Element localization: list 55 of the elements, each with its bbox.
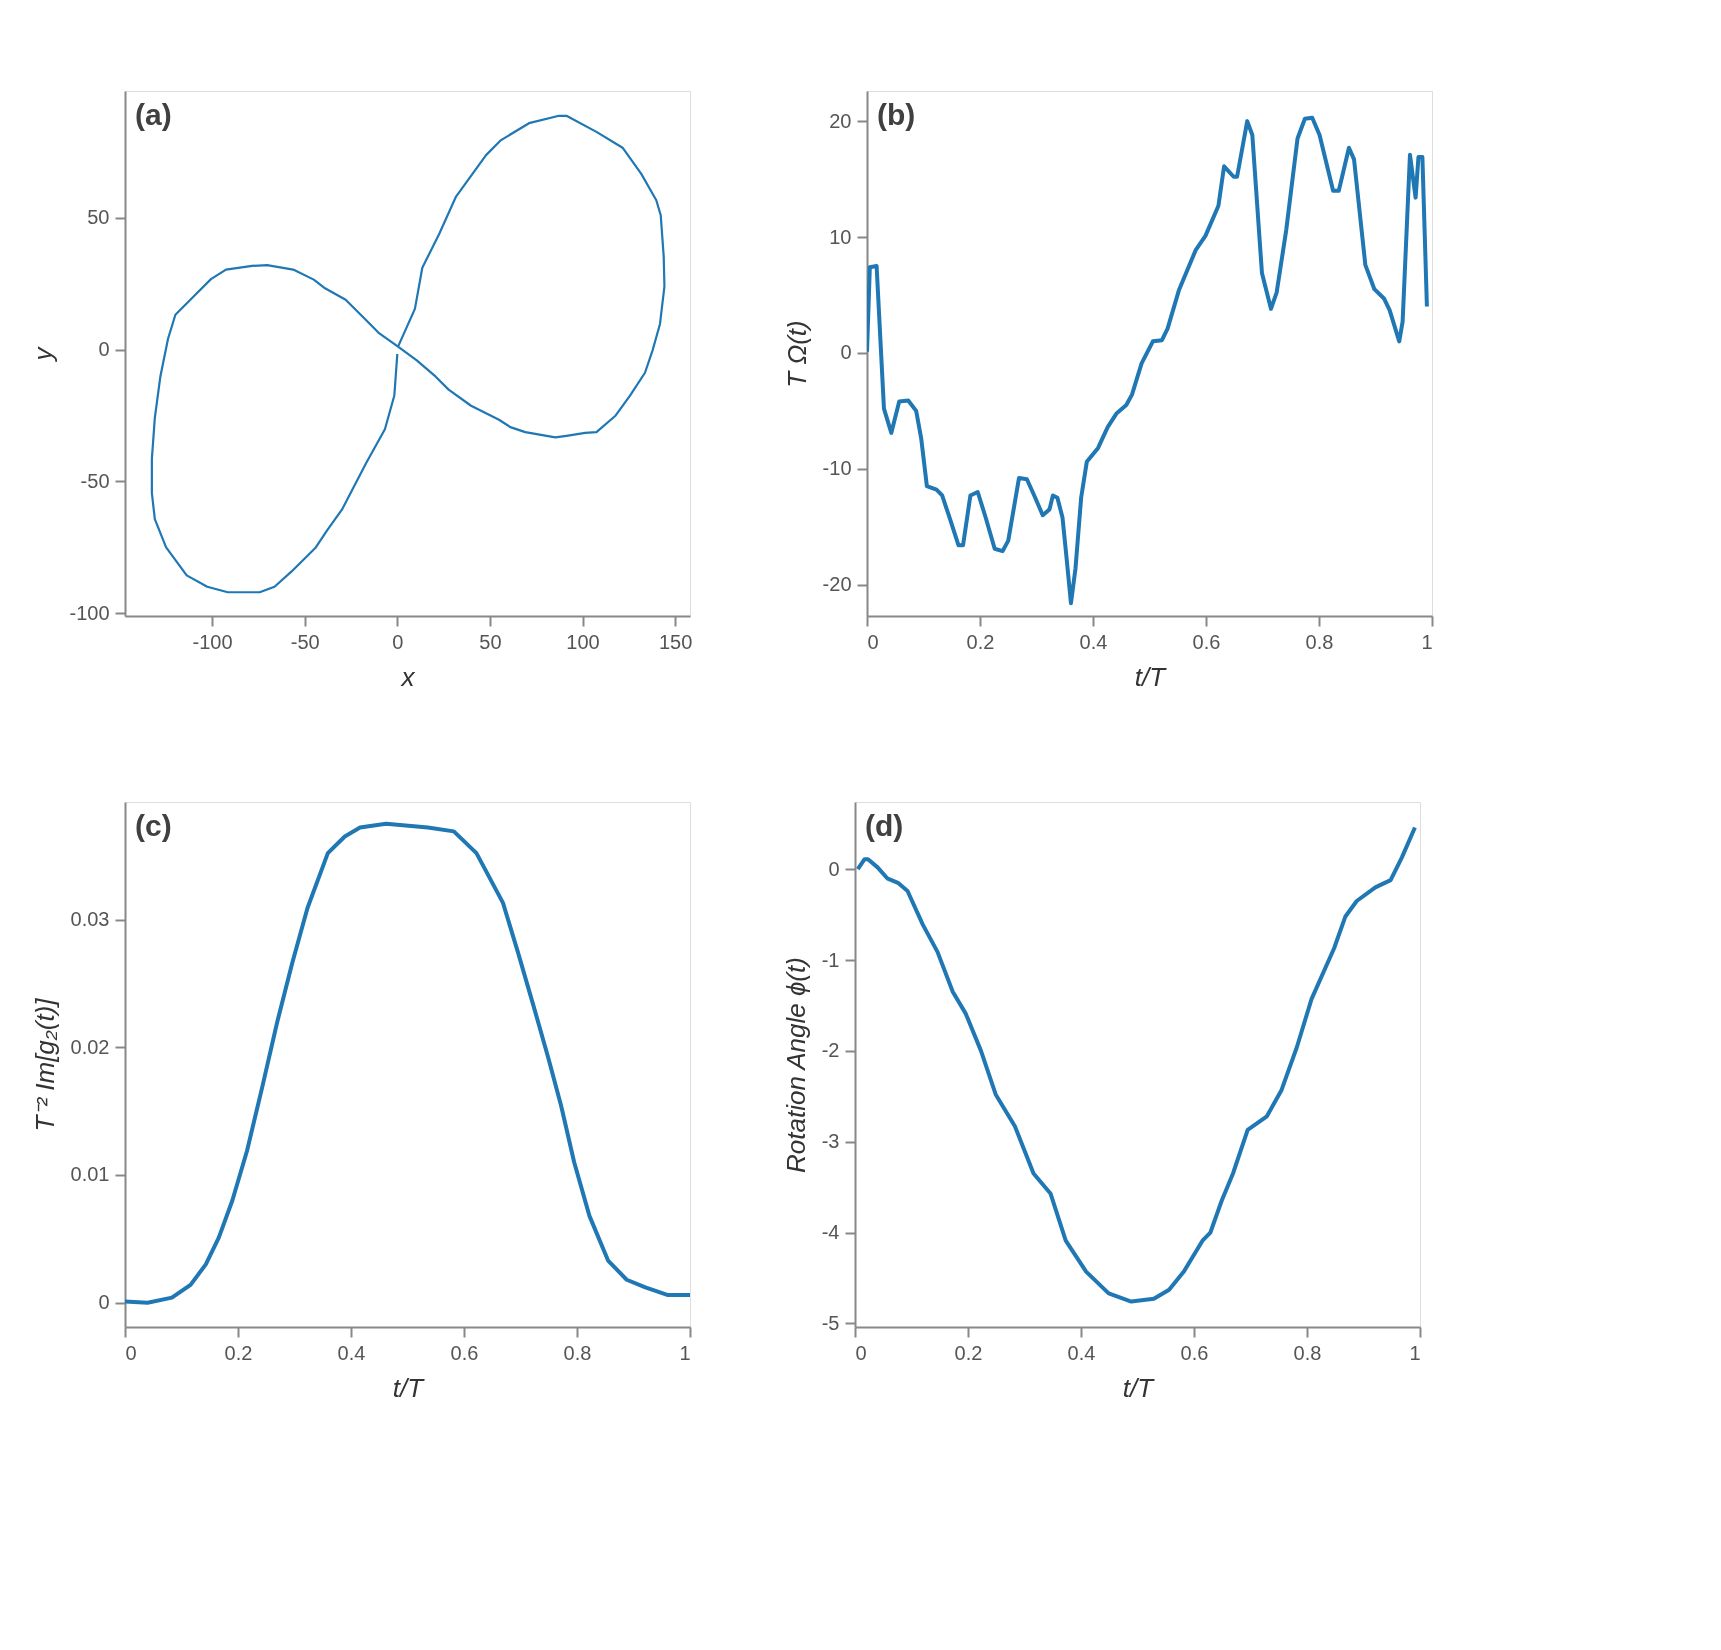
x-tick-label: 50: [479, 630, 502, 653]
y-tick-label: 20: [829, 109, 852, 132]
y-tick-label: -3: [821, 1130, 840, 1153]
x-tick-label: 100: [566, 630, 600, 653]
y-tick-label: 0.03: [70, 908, 110, 931]
y-tick-label: 0: [98, 1291, 110, 1314]
y-tick-label: -10: [822, 457, 852, 480]
x-tick-label: 0.4: [1079, 630, 1108, 653]
x-tick-label: 0.8: [563, 1341, 592, 1364]
y-tick-label: 50: [87, 206, 110, 229]
x-tick-label: -100: [192, 630, 233, 653]
y-tick-label: -100: [69, 601, 110, 624]
y-tick-label: -4: [821, 1221, 840, 1244]
y-axis-title: T Ω(t): [781, 320, 812, 388]
y-tick-label: -5: [821, 1311, 840, 1334]
chart-title: (d): [865, 809, 904, 842]
x-axis-title: t/T: [392, 1372, 426, 1403]
y-tick-label: -2: [821, 1039, 840, 1062]
y-tick-label: 0: [828, 857, 840, 880]
y-axis-title: y: [28, 345, 59, 363]
x-tick-label: 0.6: [1192, 630, 1221, 653]
y-axis-title: Rotation Angle ϕ(t): [780, 957, 811, 1173]
x-tick-label: 1: [1421, 630, 1433, 653]
x-tick-label: 0: [392, 630, 404, 653]
x-tick-label: 0.8: [1293, 1341, 1322, 1364]
x-axis-title: t/T: [1122, 1372, 1156, 1403]
x-tick-label: 0.2: [224, 1341, 253, 1364]
x-tick-label: 0.2: [954, 1341, 983, 1364]
y-tick-label: 10: [829, 225, 852, 248]
x-tick-label: 150: [658, 630, 693, 653]
y-tick-label: 0: [98, 338, 110, 361]
y-tick-label: 0.02: [70, 1035, 110, 1058]
chart-title: (a): [135, 98, 172, 131]
x-tick-label: 0.8: [1305, 630, 1334, 653]
x-tick-label: 0: [855, 1341, 867, 1364]
x-tick-label: 0.4: [337, 1341, 366, 1364]
x-tick-label: 0: [125, 1341, 137, 1364]
y-tick-label: 0.01: [70, 1163, 110, 1186]
chart-title: (b): [877, 98, 916, 131]
chart-title: (c): [135, 809, 172, 842]
y-tick-label: -20: [822, 573, 852, 596]
x-tick-label: 0.2: [966, 630, 995, 653]
x-tick-label: -50: [290, 630, 320, 653]
x-tick-label: 1: [679, 1341, 691, 1364]
x-tick-label: 0.6: [450, 1341, 479, 1364]
x-tick-label: 0.4: [1067, 1341, 1096, 1364]
x-axis-title: t/T: [1134, 661, 1168, 692]
x-tick-label: 0: [867, 630, 879, 653]
y-tick-label: -50: [80, 469, 110, 492]
y-axis-title: T⁻² Im[g₂(t)]: [29, 997, 60, 1132]
x-tick-label: 1: [1409, 1341, 1421, 1364]
y-tick-label: -1: [821, 948, 840, 971]
x-axis-title: x: [399, 661, 416, 692]
y-tick-label: 0: [840, 341, 852, 364]
x-tick-label: 0.6: [1180, 1341, 1209, 1364]
